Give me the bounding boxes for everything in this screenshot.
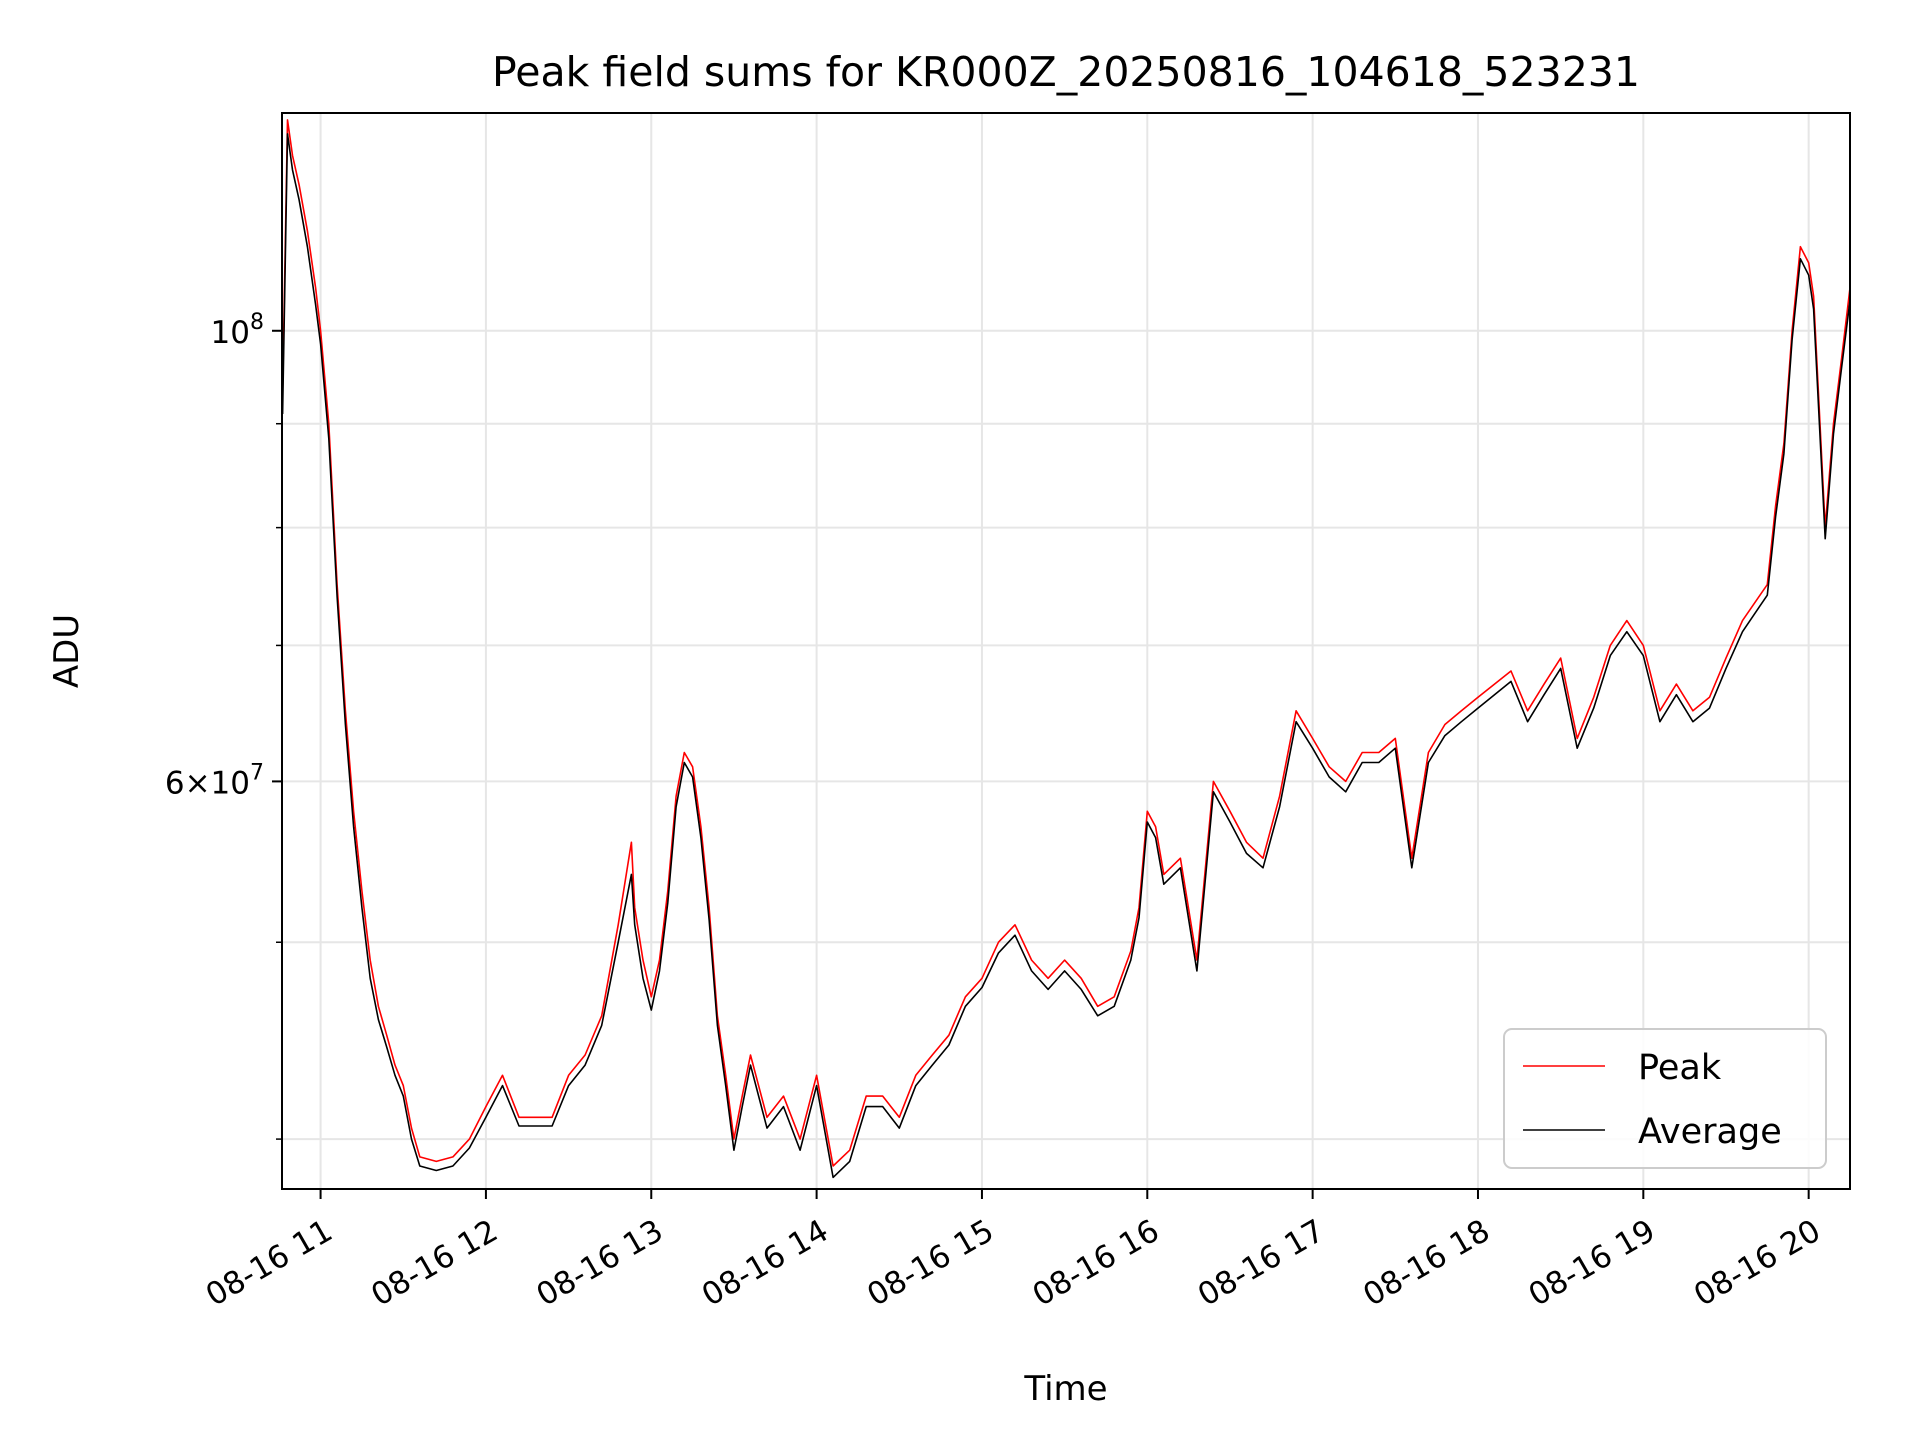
series-layer [282, 119, 1850, 1179]
legend-box [1503, 1028, 1827, 1169]
legend-label-peak: Peak [1638, 1048, 1722, 1088]
y-tick-label: 6×107 [165, 760, 264, 801]
y-axis: 6×107 108 [165, 310, 282, 1140]
x-axis-label: Time [1023, 1369, 1107, 1409]
plot-frame [281, 112, 1851, 1190]
legend-label-average: Average [1638, 1112, 1782, 1152]
y-axis-label: ADU [47, 614, 87, 688]
y-tick-label: 108 [211, 310, 264, 351]
series-line-peak [282, 119, 1850, 1167]
grid [282, 113, 1850, 1189]
chart-title: Peak field sums for KR000Z_20250816_1046… [492, 48, 1640, 96]
series-line-average [282, 133, 1850, 1179]
legend: Peak Average [1503, 1028, 1827, 1169]
